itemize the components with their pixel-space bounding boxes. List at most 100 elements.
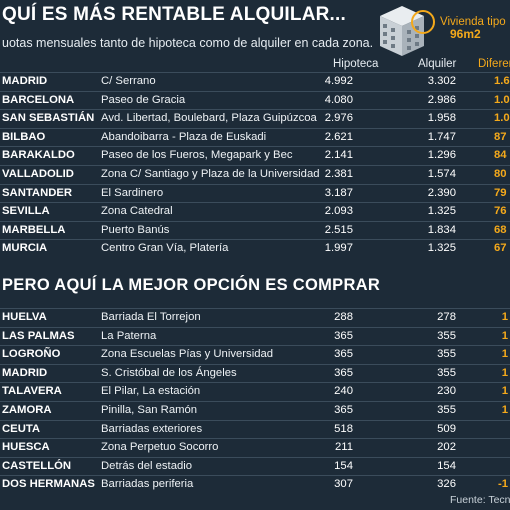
alquiler-cell: 1.325 — [427, 242, 456, 255]
zone-cell: Zona Catedral — [101, 205, 173, 218]
hipoteca-cell: 211 — [334, 441, 353, 454]
city-cell: SEVILLA — [2, 205, 50, 218]
city-cell: DOS HERMANAS — [2, 478, 95, 491]
diferencia-cell: 80 — [494, 167, 507, 180]
hipoteca-cell: 365 — [334, 366, 353, 379]
zone-cell: S. Cristóbal de los Ángeles — [101, 366, 237, 379]
zone-cell: Pinilla, San Ramón — [101, 403, 198, 416]
zone-cell: Paseo de los Fueros, Megapark y Bec — [101, 149, 293, 162]
hipoteca-cell: 288 — [334, 311, 353, 323]
hipoteca-cell: 2.093 — [324, 205, 353, 218]
alquiler-cell: 2.390 — [427, 186, 456, 199]
table-row: MURCIA Centro Gran Vía, Platería 1.997 1.32… — [0, 239, 510, 258]
alquiler-cell: 154 — [437, 459, 456, 472]
hipoteca-cell: 518 — [334, 422, 353, 435]
source-note: Fuente: Tecnita — [450, 494, 510, 506]
diferencia-cell: 67 — [494, 242, 507, 255]
city-cell: BARAKALDO — [2, 149, 75, 162]
city-cell: HUESCA — [2, 441, 50, 454]
hipoteca-cell: 2.621 — [324, 130, 353, 143]
diferencia-cell: 68 — [494, 223, 507, 236]
hipoteca-cell: 154 — [334, 459, 353, 472]
hipoteca-cell: 2.976 — [324, 112, 353, 125]
diferencia-cell: 76 — [494, 205, 507, 218]
table-row: BARCELONA Paseo de Gracia 4.080 2.986 1.09 — [0, 90, 510, 110]
city-cell: HUELVA — [2, 311, 47, 323]
table-row: HUELVA Barriada El Torrejon 288 278 1 — [0, 308, 510, 327]
diferencia-cell: 1 — [501, 311, 508, 323]
zone-cell: El Pilar, La estación — [101, 385, 201, 398]
city-cell: BARCELONA — [2, 93, 75, 106]
highlight-circle-icon — [411, 10, 435, 34]
city-cell: CASTELLÓN — [2, 459, 72, 472]
diferencia-cell: 1.01 — [494, 112, 510, 125]
hipoteca-cell: 4.992 — [324, 75, 353, 87]
table-row: TALAVERA El Pilar, La estación 240 230 1 — [0, 382, 510, 401]
table-row: HUESCA Zona Perpetuo Socorro 211 202 — [0, 438, 510, 457]
table-row: CASTELLÓN Detrás del estadio 154 154 — [0, 456, 510, 476]
col-header-diferencia: Diferen — [478, 58, 510, 70]
table-row: SAN SEBASTIÁN Avd. Libertad, Boulebard, P… — [0, 109, 510, 128]
diferencia-cell: 79 — [494, 186, 507, 199]
zone-cell: La Paterna — [101, 329, 157, 342]
zone-cell: Paseo de Gracia — [101, 93, 186, 106]
zone-cell: El Sardinero — [101, 186, 164, 199]
alquiler-cell: 355 — [437, 348, 456, 361]
zone-cell: Abandoibarra - Plaza de Euskadi — [101, 130, 267, 143]
alquiler-cell: 278 — [437, 311, 456, 323]
page-title: QUÍ ES MÁS RENTABLE ALQUILAR... — [2, 4, 346, 25]
table-row: DOS HERMANAS Barriadas periferia 307 326 -1 — [0, 475, 510, 494]
table-row: LOGROÑO Zona Escuelas Pías y Universidad 3… — [0, 345, 510, 364]
diferencia-cell: 1 — [501, 403, 508, 416]
alquiler-cell: 1.325 — [427, 205, 456, 218]
zone-cell: Barriadas exteriores — [101, 422, 203, 435]
table-row: ZAMORA Pinilla, San Ramón 365 355 1 — [0, 400, 510, 420]
table-row: LAS PALMAS La Paterna 365 355 1 — [0, 326, 510, 346]
city-cell: CEUTA — [2, 422, 41, 435]
zone-cell: Zona C/ Santiago y Plaza de la Universid… — [101, 167, 320, 180]
alquiler-cell: 202 — [437, 441, 456, 454]
city-cell: LAS PALMAS — [2, 329, 75, 342]
table-row: CEUTA Barriadas exteriores 518 509 — [0, 419, 510, 439]
zone-cell: Barriadas periferia — [101, 478, 194, 491]
hipoteca-cell: 240 — [334, 385, 353, 398]
zone-cell: Detrás del estadio — [101, 459, 193, 472]
zone-cell: Zona Escuelas Pías y Universidad — [101, 348, 274, 361]
hipoteca-cell: 365 — [334, 403, 353, 416]
alquiler-cell: 1.574 — [427, 167, 456, 180]
city-cell: VALLADOLID — [2, 167, 74, 180]
zone-cell: C/ Serrano — [101, 75, 156, 87]
zone-cell: Zona Perpetuo Socorro — [101, 441, 219, 454]
diferencia-cell: 1.69 — [494, 75, 510, 87]
diferencia-cell: -1 — [497, 478, 508, 491]
badge: Vivienda tipo 96m2 — [440, 16, 506, 40]
hipoteca-cell: 307 — [334, 478, 353, 491]
alquiler-cell: 1.296 — [427, 149, 456, 162]
hipoteca-cell: 2.515 — [324, 223, 353, 236]
buy-table: HUELVA Barriada El Torrejon 288 278 1 LAS PAL… — [0, 308, 510, 494]
diferencia-cell: 84 — [494, 149, 507, 162]
alquiler-cell: 509 — [437, 422, 456, 435]
city-cell: SAN SEBASTIÁN — [2, 112, 95, 125]
zone-cell: Barriada El Torrejon — [101, 311, 201, 323]
col-header-hipoteca: Hipoteca — [333, 58, 379, 70]
table-row: MADRID C/ Serrano 4.992 3.302 1.69 — [0, 72, 510, 91]
hipoteca-cell: 1.997 — [324, 242, 353, 255]
section-title-buy: PERO AQUÍ LA MEJOR OPCIÓN ES COMPRAR — [2, 276, 381, 294]
city-cell: SANTANDER — [2, 186, 73, 199]
table-row: BILBAO Abandoibarra - Plaza de Euskadi 2.6… — [0, 127, 510, 147]
table-row: VALLADOLID Zona C/ Santiago y Plaza de la… — [0, 164, 510, 184]
alquiler-cell: 1.747 — [427, 130, 456, 143]
city-cell: MADRID — [2, 75, 48, 87]
alquiler-cell: 326 — [437, 478, 456, 491]
hipoteca-cell: 2.141 — [324, 149, 353, 162]
alquiler-cell: 3.302 — [427, 75, 456, 87]
city-cell: MURCIA — [2, 242, 48, 255]
city-cell: LOGROÑO — [2, 348, 61, 361]
badge-value: 96m2 — [450, 27, 481, 41]
alquiler-cell: 1.834 — [427, 223, 456, 236]
alquiler-cell: 355 — [437, 366, 456, 379]
diferencia-cell: 1 — [501, 348, 508, 361]
diferencia-cell: 1 — [501, 329, 508, 342]
hipoteca-cell: 365 — [334, 348, 353, 361]
